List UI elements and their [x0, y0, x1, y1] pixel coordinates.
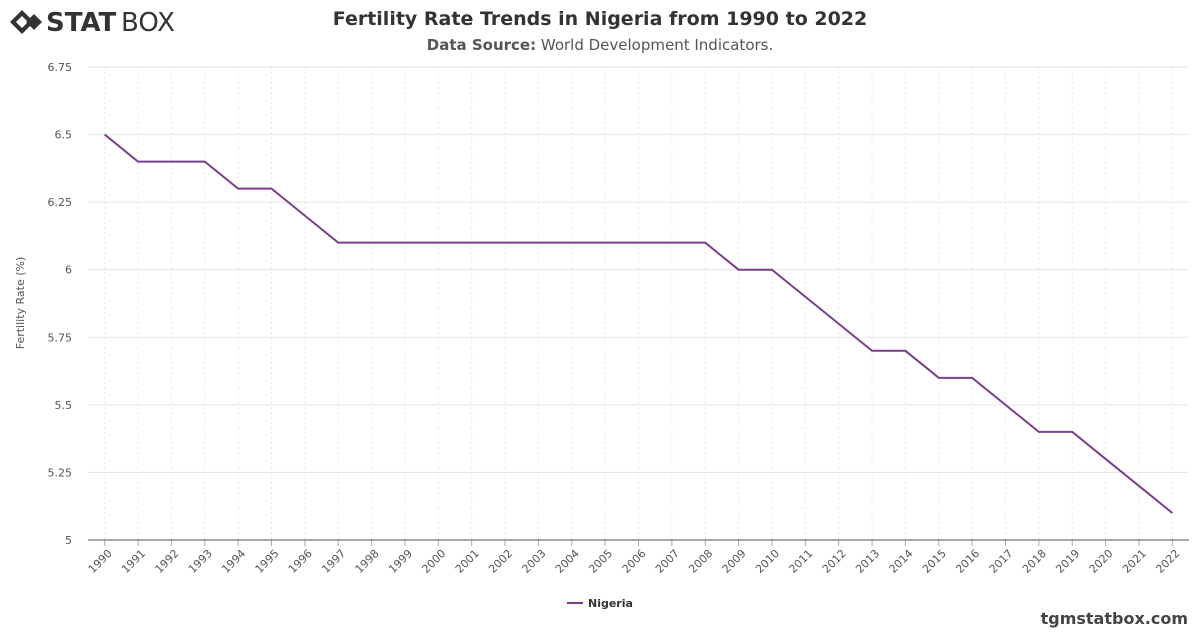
- x-tick-label: 2008: [686, 547, 715, 576]
- y-tick-label: 6.5: [55, 129, 73, 142]
- x-tick-label: 2019: [1053, 547, 1082, 576]
- x-tick-label: 2018: [1020, 547, 1049, 576]
- y-tick-label: 6.75: [48, 61, 73, 74]
- x-tick-label: 1998: [353, 547, 382, 576]
- chart-title: Fertility Rate Trends in Nigeria from 19…: [333, 8, 868, 30]
- y-tick-label: 5.25: [48, 466, 73, 479]
- x-tick-label: 2009: [720, 547, 749, 576]
- x-tick-label: 2005: [586, 547, 615, 576]
- logo-icon: [26, 14, 42, 30]
- x-tick-label: 2020: [1087, 547, 1116, 576]
- x-tick-label: 1992: [153, 547, 182, 576]
- y-tick-label: 5.5: [55, 399, 73, 412]
- x-tick-label: 2021: [1120, 547, 1149, 576]
- y-tick-label: 6: [65, 264, 72, 277]
- x-tick-label: 2007: [653, 547, 682, 576]
- watermark: tgmstatbox.com: [1041, 609, 1188, 628]
- x-tick-label: 2003: [520, 547, 549, 576]
- x-tick-label: 2011: [786, 547, 815, 576]
- y-axis-label: Fertility Rate (%): [14, 257, 27, 350]
- x-tick-label: 2000: [419, 547, 448, 576]
- subtitle-text: World Development Indicators.: [541, 36, 773, 54]
- x-tick-label: 2006: [620, 547, 649, 576]
- subtitle-label: Data Source:: [427, 36, 536, 54]
- x-tick-label: 1997: [319, 547, 348, 576]
- x-tick-label: 1996: [286, 547, 315, 576]
- x-tick-label: 2010: [753, 547, 782, 576]
- x-tick-label: 1990: [86, 547, 115, 576]
- x-tick-label: 1993: [186, 547, 215, 576]
- line: [104, 133, 1173, 514]
- x-tick-label: 2002: [486, 547, 515, 576]
- x-tick-label: 2001: [453, 547, 482, 576]
- x-tick-label: 2016: [953, 547, 982, 576]
- x-tick-label: 2012: [820, 547, 849, 576]
- y-tick-label: 5.75: [48, 331, 73, 344]
- x-tick-label: 2004: [553, 547, 582, 576]
- x-tick-label: 2014: [887, 547, 916, 576]
- y-tick-label: 5: [65, 534, 72, 547]
- logo-icon: [10, 10, 34, 34]
- logo-light: BOX: [121, 8, 175, 38]
- y-tick-label: 6.25: [48, 196, 73, 209]
- x-tick-label: 1991: [119, 547, 148, 576]
- x-tick-label: 1995: [253, 547, 282, 576]
- x-tick-label: 1994: [219, 547, 248, 576]
- x-tick-label: 2015: [920, 547, 949, 576]
- x-tick-label: 2022: [1153, 547, 1182, 576]
- x-tick-label: 2013: [853, 547, 882, 576]
- x-tick-label: 2017: [987, 547, 1016, 576]
- legend-label: Nigeria: [588, 597, 633, 610]
- logo-bold: STAT: [46, 8, 117, 38]
- subtitle: Data Source: World Development Indicator…: [427, 36, 774, 54]
- logo: STAT BOX: [10, 8, 175, 38]
- x-tick-label: 1999: [386, 547, 415, 576]
